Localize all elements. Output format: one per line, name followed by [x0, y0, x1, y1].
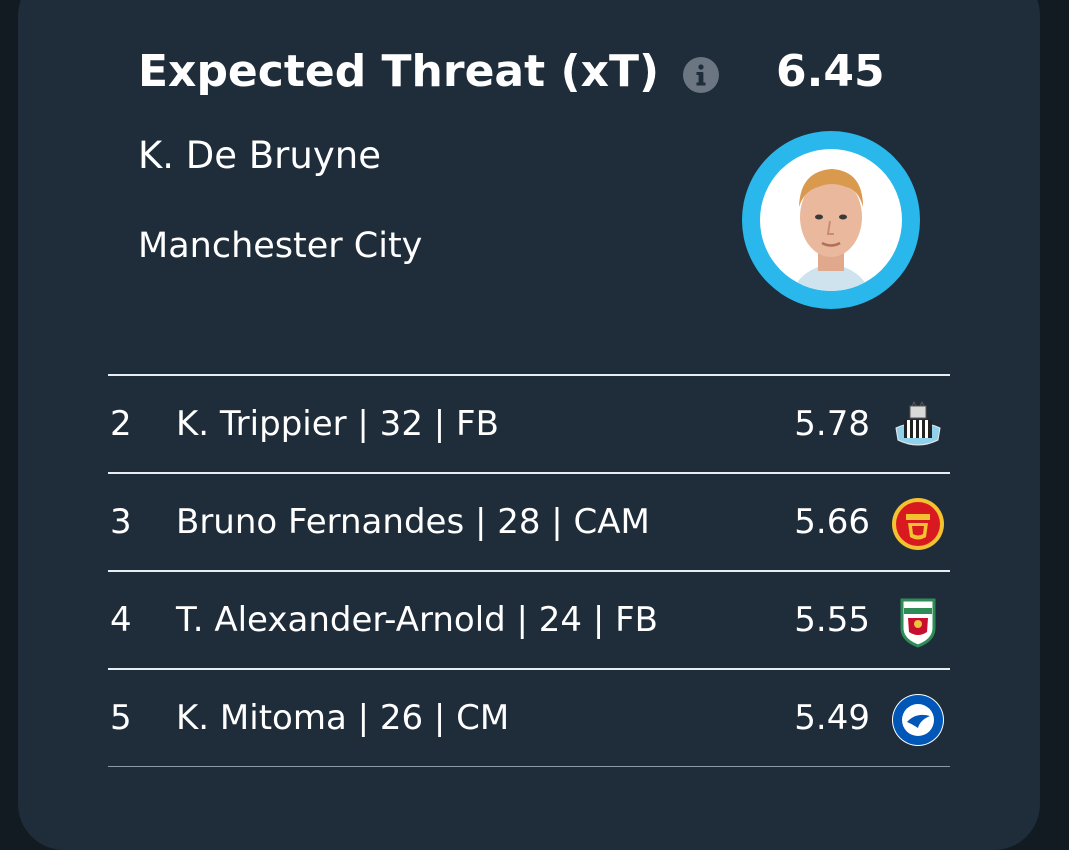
ranking-row[interactable]: 3 Bruno Fernandes | 28 | CAM 5.66	[108, 474, 950, 570]
rankings-list: 2 K. Trippier | 32 | FB 5.78 3 Bruno Fer…	[108, 374, 950, 767]
player-label: K. Mitoma | 26 | CM	[176, 698, 510, 738]
divider	[108, 472, 950, 474]
player-label: K. Trippier | 32 | FB	[176, 404, 499, 444]
divider	[108, 570, 950, 572]
newcastle-crest-icon	[895, 400, 941, 446]
player-label: T. Alexander-Arnold | 24 | FB	[176, 600, 659, 640]
rank-number: 2	[110, 404, 132, 444]
rank-number: 5	[110, 698, 132, 738]
ranking-row[interactable]: 2 K. Trippier | 32 | FB 5.78	[108, 376, 950, 472]
manchester-united-crest-icon	[892, 498, 944, 550]
info-icon[interactable]	[682, 56, 720, 94]
rank-number: 4	[110, 600, 132, 640]
metric-value: 6.45	[776, 46, 885, 97]
rank-number: 3	[110, 502, 132, 542]
player-name[interactable]: K. De Bruyne	[138, 134, 381, 177]
liverpool-crest-icon	[900, 598, 936, 648]
divider	[108, 374, 950, 376]
player-team[interactable]: Manchester City	[138, 226, 423, 266]
player-label: Bruno Fernandes | 28 | CAM	[176, 502, 650, 542]
xt-value: 5.78	[794, 404, 870, 444]
xt-value: 5.55	[794, 600, 870, 640]
divider	[108, 668, 950, 670]
divider	[108, 766, 950, 767]
xt-value: 5.66	[794, 502, 870, 542]
xt-value: 5.49	[794, 698, 870, 738]
brighton-crest-icon	[892, 694, 944, 746]
player-photo	[790, 169, 872, 291]
ranking-row[interactable]: 4 T. Alexander-Arnold | 24 | FB 5.55	[108, 572, 950, 668]
metric-title: Expected Threat (xT)	[138, 46, 660, 97]
ranking-row[interactable]: 5 K. Mitoma | 26 | CM 5.49	[108, 670, 950, 766]
player-avatar[interactable]	[742, 131, 920, 309]
